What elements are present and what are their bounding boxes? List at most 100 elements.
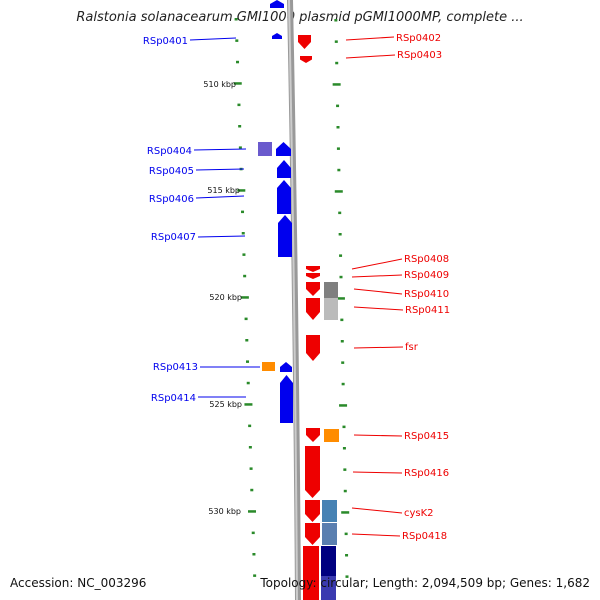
gene-arrow-rsp0405 <box>276 142 291 156</box>
gene-arrow-rsp0406 <box>277 180 291 214</box>
gene-label-left: RSp0407 <box>151 232 196 243</box>
gene-label-left: RSp0413 <box>153 362 198 373</box>
tick-mark <box>343 468 347 471</box>
tick-mark <box>340 340 344 343</box>
tick-mark <box>236 60 240 64</box>
tick-mark <box>233 82 242 85</box>
gene-box-rsp0413 <box>262 362 275 371</box>
tick-mark <box>339 275 343 279</box>
tick-mark <box>341 361 345 364</box>
map-title: Ralstonia solanacearum GMI1000 plasmid p… <box>76 10 524 25</box>
kbp-label: 520 kbp <box>209 293 242 302</box>
tick-mark <box>240 296 249 299</box>
gene-label-right: RSp0416 <box>404 468 449 479</box>
tick-mark <box>249 467 253 470</box>
tick-marks-left <box>233 18 257 577</box>
gene-box-rsp0415 <box>324 429 339 442</box>
tick-mark <box>336 126 340 129</box>
gene-labels: RSp0401 RSp0404 RSp0405 RSp0406 RSp0407 RSp04… <box>143 33 450 542</box>
leader-line <box>195 168 245 171</box>
tick-mark <box>246 381 250 385</box>
tick-mark <box>248 424 252 428</box>
gene-label-right: RSp0408 <box>404 254 449 265</box>
tick-mark <box>243 274 247 278</box>
gene-features <box>258 0 339 600</box>
leader-line <box>193 148 247 151</box>
gene-label-right: RSp0411 <box>405 305 450 316</box>
tick-mark <box>332 83 341 86</box>
gene-box-rsp0420 <box>321 576 336 600</box>
leader-line <box>352 471 403 474</box>
kbp-label: 515 kbp <box>207 186 240 195</box>
gene-label-left: RSp0405 <box>149 166 194 177</box>
tick-mark <box>251 531 255 535</box>
leader-line <box>189 37 237 41</box>
tick-mark <box>337 168 341 172</box>
leader-line <box>351 274 403 278</box>
gene-box-cysk2 <box>322 500 337 522</box>
tick-mark <box>345 575 349 578</box>
leader-line <box>353 434 403 437</box>
tick-mark <box>252 553 256 556</box>
backbone-highlight <box>288 0 298 600</box>
tick-mark <box>234 18 238 21</box>
tick-mark <box>336 297 345 300</box>
gene-label-right: cysK2 <box>404 508 434 519</box>
leader-line <box>351 533 401 537</box>
leader-line <box>351 507 403 514</box>
tick-mark <box>334 40 338 43</box>
gene-label-right: RSp0403 <box>397 50 442 61</box>
kbp-label: 525 kbp <box>209 400 242 409</box>
tick-mark <box>336 147 340 150</box>
tick-mark <box>342 425 346 429</box>
gene-box-rsp0419b <box>321 546 336 576</box>
leader-line <box>353 288 403 295</box>
gene-label-left: RSp0401 <box>143 36 188 47</box>
gene-label-right: RSp0409 <box>404 270 449 281</box>
gene-label-right: RSp0402 <box>396 33 441 44</box>
gene-box-rsp0410 <box>324 282 338 298</box>
tick-mark <box>334 190 343 193</box>
tick-mark <box>334 19 338 22</box>
gene-arrow-rsp0410 <box>306 282 320 296</box>
accession-text: Accession: NC_003296 <box>10 576 147 590</box>
tick-mark <box>344 532 348 536</box>
leader-line <box>351 258 403 270</box>
gene-box-rsp0419 <box>303 546 319 600</box>
gene-label-right: RSp0415 <box>404 431 449 442</box>
topology-stats-text: Topology: circular; Length: 2,094,509 bp… <box>260 576 590 590</box>
gene-arrow-rsp0406a <box>277 160 291 178</box>
tick-mark <box>248 446 252 449</box>
gene-arrow-rsp0401 <box>270 0 284 8</box>
tick-mark <box>250 488 254 492</box>
gene-box-rsp0418 <box>322 523 337 545</box>
tick-mark <box>246 360 250 363</box>
gene-arrow-rsp0403 <box>300 56 312 63</box>
tick-mark <box>339 404 348 407</box>
gene-arrow-cysk2 <box>305 500 320 522</box>
gene-arrow-rsp0416 <box>305 446 320 498</box>
gene-label-right: RSp0418 <box>402 531 447 542</box>
leader-line <box>195 195 245 199</box>
tick-mark <box>340 318 344 322</box>
tick-mark <box>341 382 345 386</box>
tick-mark <box>248 510 257 513</box>
gene-box-rsp0404 <box>258 142 272 156</box>
leader-line <box>353 346 404 349</box>
tick-mark <box>339 254 343 257</box>
tick-mark <box>244 317 248 321</box>
tick-mark <box>338 233 342 236</box>
tick-mark <box>342 447 346 450</box>
gene-arrow-rsp0418 <box>305 523 320 545</box>
tick-mark <box>238 125 242 128</box>
tick-marks-right <box>332 19 350 578</box>
gene-arrow-rsp0401-head <box>272 33 282 39</box>
kbp-label: 510 kbp <box>203 80 236 89</box>
kbp-label: 530 kbp <box>208 507 241 516</box>
gene-arrow-rsp0413-head <box>280 362 292 372</box>
gene-arrow-rsp0411 <box>306 298 320 320</box>
gene-arrow-rsp0408 <box>306 266 320 272</box>
gene-label-right: fsr <box>405 342 419 353</box>
tick-mark <box>238 146 242 149</box>
